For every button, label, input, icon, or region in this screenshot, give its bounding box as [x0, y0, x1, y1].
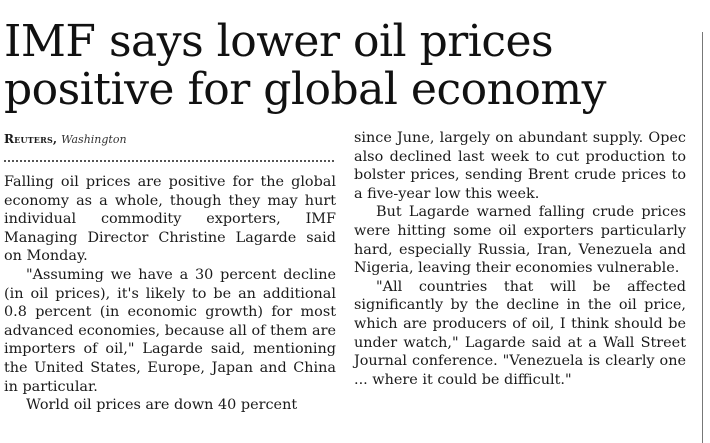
- paragraph-1: Falling oil prices are positive for the …: [4, 174, 336, 265]
- column-rule: [702, 32, 703, 443]
- paragraph-2: "Assuming we have a 30 percent decline (…: [4, 266, 336, 395]
- article-column-1: Falling oil prices are positive for the …: [4, 173, 336, 415]
- byline-agency: Reuters,: [4, 132, 58, 146]
- paragraph-3-start: World oil prices are down 40 percent: [26, 397, 298, 414]
- paragraph-3-continued: since June, largely on abundant supply. …: [354, 130, 686, 202]
- dotted-divider: [4, 160, 334, 162]
- byline-city: Washington: [61, 133, 127, 146]
- paragraph-5: "All countries that will be affected sig…: [354, 278, 686, 388]
- byline: Reuters, Washington: [4, 131, 334, 148]
- headline: IMF says lower oil prices positive for g…: [4, 16, 607, 115]
- article-column-2: since June, largely on abundant supply. …: [354, 129, 686, 389]
- paragraph-4: But Lagarde warned falling crude prices …: [354, 204, 686, 277]
